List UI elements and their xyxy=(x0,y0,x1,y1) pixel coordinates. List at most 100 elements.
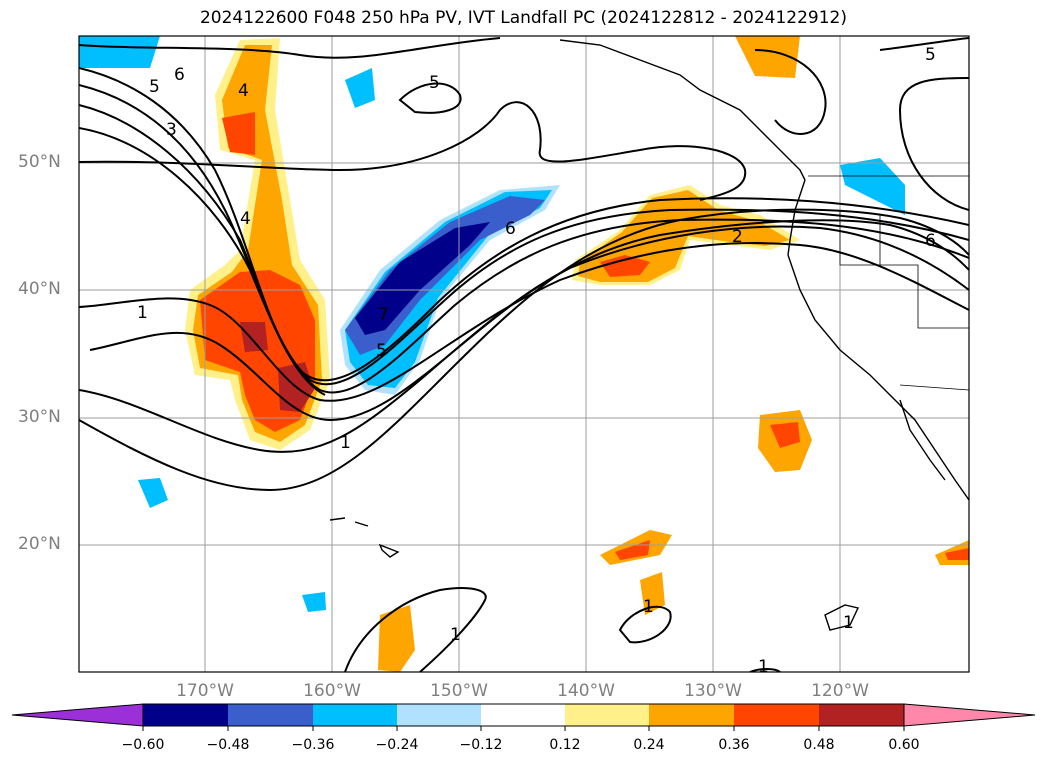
colorbar-label: −0.48 xyxy=(206,737,250,753)
negative-anomaly-band-strong xyxy=(355,222,490,335)
positive-anomaly-south3 xyxy=(640,572,665,615)
contour-label: 1 xyxy=(643,597,654,617)
coastline-baja xyxy=(899,399,946,481)
contour-label: 5 xyxy=(149,77,160,97)
lat-tick-label: 50°N xyxy=(18,152,61,172)
lon-tick-label: 120°W xyxy=(811,681,869,701)
colorbar-swatch xyxy=(565,704,649,726)
contour-label: 1 xyxy=(340,433,351,453)
positive-anomaly-sw-blob-mid xyxy=(770,422,800,448)
hawaii-islands xyxy=(329,517,400,558)
shading-layer xyxy=(79,36,969,672)
contour-ne-6 xyxy=(898,77,969,211)
negative-anomaly-nw xyxy=(79,36,160,68)
contour-9 xyxy=(79,101,747,201)
coastlines xyxy=(329,39,969,631)
colorbar-label: −0.24 xyxy=(375,737,419,753)
contour-south-2 xyxy=(618,605,672,644)
negative-anomaly-small3 xyxy=(302,592,326,612)
contour-north-closed xyxy=(398,82,462,114)
lon-tick-label: 160°W xyxy=(303,681,361,701)
colorbar-swatch xyxy=(649,704,734,726)
positive-anomaly-west-mid2 xyxy=(222,112,255,155)
colorbar-label: 0.48 xyxy=(803,737,835,753)
coastline-us-west xyxy=(787,254,969,501)
colorbar-extend-low xyxy=(11,703,144,727)
contour-label: 6 xyxy=(925,231,936,251)
colorbar-swatch xyxy=(143,704,228,726)
pv-contours xyxy=(79,37,969,672)
colorbar-label: 0.12 xyxy=(549,737,581,753)
border-us-mexico xyxy=(899,384,969,391)
colorbar-ticks xyxy=(142,726,905,731)
negative-anomaly-small1 xyxy=(345,68,375,108)
positive-anomaly-west-strong2 xyxy=(240,322,268,352)
contour-7 xyxy=(79,104,969,394)
contour-labels: 6 5 4 3 4 1 5 6 7 5 1 2 5 6 1 1 1 1 xyxy=(137,45,936,677)
contour-1 xyxy=(79,242,969,402)
colorbar-swatch xyxy=(734,704,819,726)
colorbar-label: 0.60 xyxy=(888,737,920,753)
contour-3 xyxy=(79,219,969,453)
negative-anomaly-band-light xyxy=(345,190,552,388)
map-frame xyxy=(78,35,970,673)
contour-label: 3 xyxy=(166,120,177,140)
contour-label: 4 xyxy=(240,209,251,229)
contour-label: 2 xyxy=(732,227,743,247)
coastline-alaska xyxy=(559,39,806,181)
contour-label: 5 xyxy=(376,341,387,361)
colorbar-swatch xyxy=(313,704,397,726)
colorbar-label: −0.36 xyxy=(291,737,335,753)
contour-label: 1 xyxy=(137,303,148,323)
map-title: 2024122600 F048 250 hPa PV, IVT Landfall… xyxy=(199,8,847,28)
contour-south-1 xyxy=(344,587,487,672)
positive-anomaly-se-mid xyxy=(945,548,969,560)
contour-5 xyxy=(79,67,969,382)
colorbar-swatch xyxy=(819,704,904,726)
lon-tick-label: 130°W xyxy=(684,681,742,701)
colorbar-extend-high xyxy=(903,703,1036,727)
lon-tick-label: 170°W xyxy=(176,681,234,701)
contour-6 xyxy=(79,84,969,386)
contour-south-3 xyxy=(749,668,781,672)
contour-8 xyxy=(79,127,326,396)
contour-10 xyxy=(79,37,501,59)
positive-anomaly-east-mid xyxy=(600,255,650,277)
contour-label: 1 xyxy=(843,613,854,633)
colorbar-label: 0.24 xyxy=(633,737,665,753)
colorbar-swatch xyxy=(481,704,565,726)
contour-label: 1 xyxy=(450,625,461,645)
border-states xyxy=(839,210,969,329)
lon-tick-label: 150°W xyxy=(430,681,488,701)
negative-anomaly-coast xyxy=(840,158,905,215)
contour-ne-closed xyxy=(754,49,827,135)
contour-label: 7 xyxy=(378,305,389,325)
coastline-small-islands xyxy=(824,604,860,631)
lat-tick-label: 40°N xyxy=(18,279,61,299)
contour-label: 1 xyxy=(758,657,769,677)
colorbar-label: −0.12 xyxy=(459,737,503,753)
contour-label: 4 xyxy=(238,81,249,101)
contour-label: 5 xyxy=(429,73,440,93)
negative-anomaly-small2 xyxy=(138,478,168,508)
colorbar-outline xyxy=(142,703,905,727)
contour-4 xyxy=(79,208,969,492)
positive-anomaly-south1 xyxy=(378,605,415,672)
lat-tick-label: 20°N xyxy=(18,534,61,554)
contour-ne-5 xyxy=(879,37,969,51)
colorbar-swatch xyxy=(228,704,313,726)
lat-tick-label: 30°N xyxy=(18,407,61,427)
colorbar-label: 0.36 xyxy=(718,737,750,753)
colorbar xyxy=(11,703,1036,731)
lon-tick-label: 140°W xyxy=(557,681,615,701)
colorbar-label: −0.60 xyxy=(121,737,165,753)
contour-label: 5 xyxy=(925,45,936,65)
colorbar-swatch xyxy=(397,704,481,726)
contour-label: 6 xyxy=(505,219,516,239)
contour-label: 6 xyxy=(174,65,185,85)
gridlines xyxy=(79,36,969,672)
coastline-canada-west xyxy=(787,179,806,256)
positive-anomaly-north xyxy=(735,36,800,78)
borders xyxy=(808,175,969,391)
